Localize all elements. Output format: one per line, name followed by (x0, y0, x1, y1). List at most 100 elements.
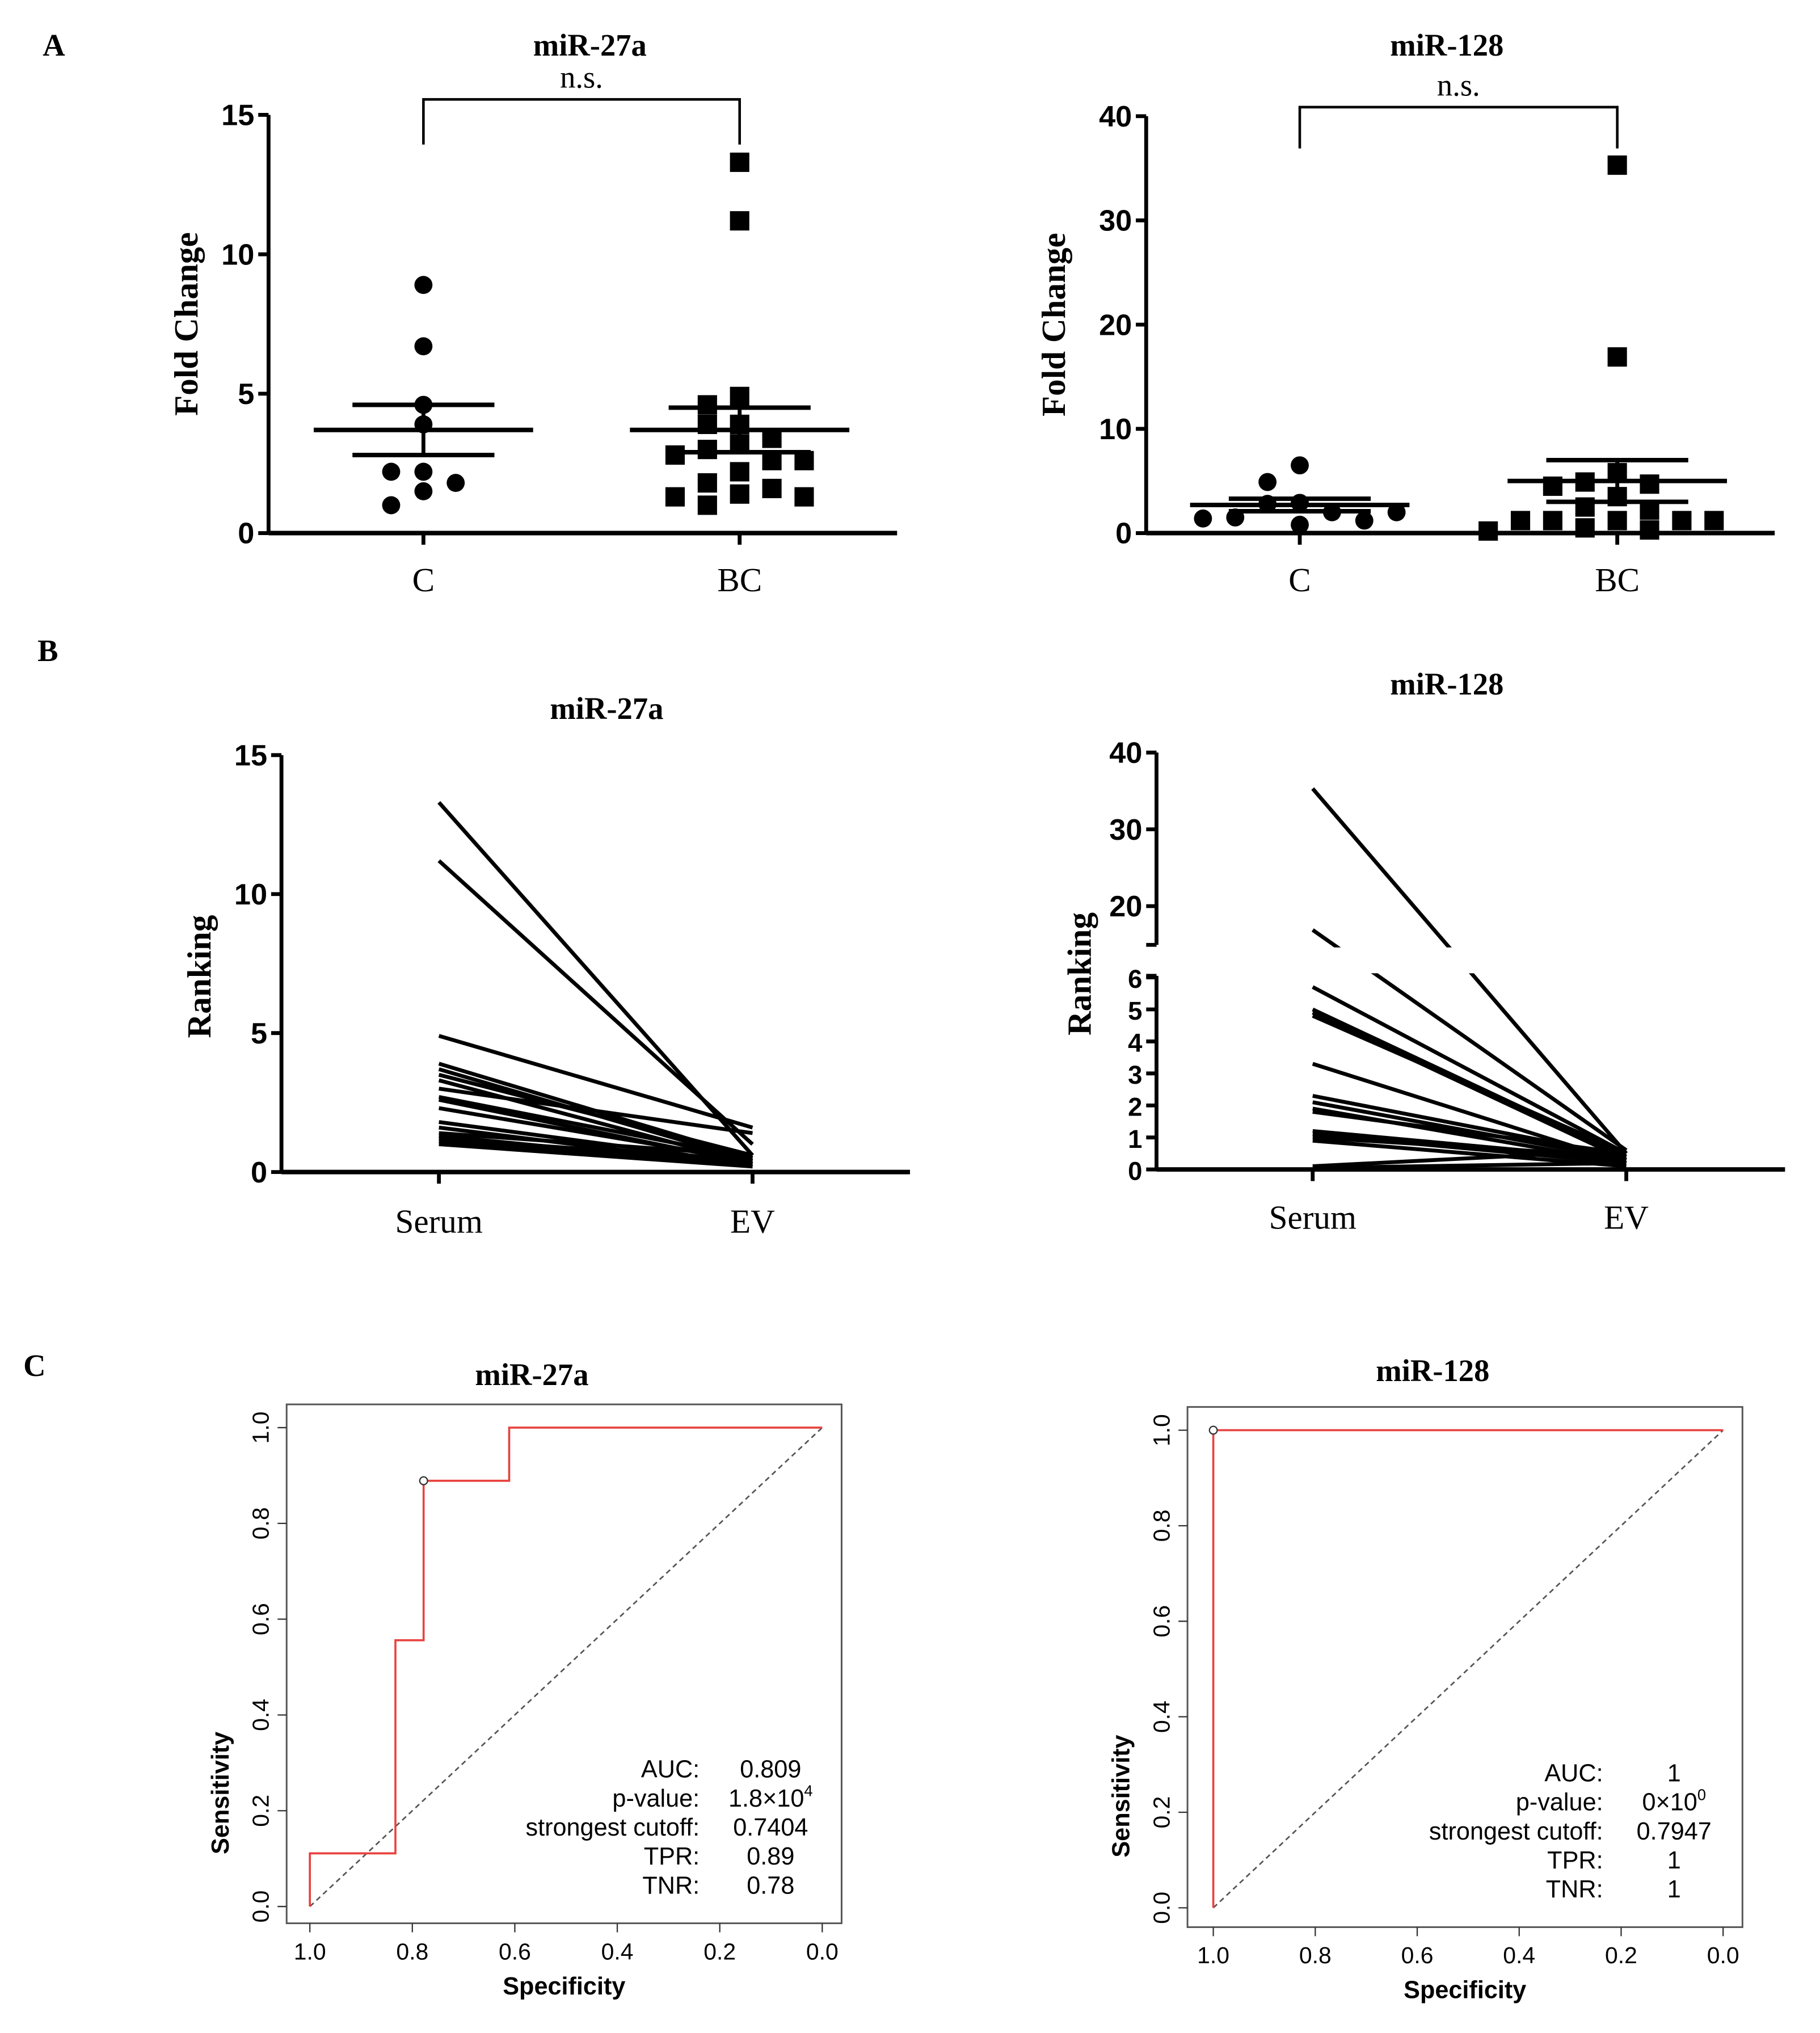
stat-value-text: 0.809 (740, 1756, 801, 1783)
y-axis-label: Sensitivity (207, 1732, 234, 1854)
x-tick-label: 1.0 (294, 1938, 326, 1964)
stat-value-text: 0.78 (747, 1872, 794, 1899)
data-point-bc (1510, 511, 1531, 531)
x-tick-label: 0.4 (1503, 1942, 1535, 1968)
y-tick-label: 20 (1109, 890, 1142, 923)
paired-line (439, 1137, 753, 1163)
y-tick-label: 10 (221, 238, 254, 271)
data-point-bc (665, 445, 685, 465)
y-tick-label: 0.2 (1148, 1796, 1174, 1829)
y-tick-label: 30 (1099, 205, 1132, 238)
x-tick-label: 0.4 (601, 1938, 634, 1964)
data-point-c (1194, 509, 1212, 528)
stat-label: p-value: (1516, 1789, 1603, 1816)
data-point-c (382, 496, 401, 515)
stat-value-text: 0×10 (1642, 1789, 1697, 1816)
data-point-bc (730, 462, 749, 482)
plot-frame (285, 1403, 842, 1925)
y-tick-label: 2 (1128, 1092, 1142, 1121)
stat-value: 1 (1667, 1876, 1681, 1903)
x-tick-label: 1.0 (1197, 1942, 1229, 1968)
stat-value-text: 1.8×10 (728, 1785, 804, 1812)
chart-title: miR-128 (1376, 1353, 1489, 1388)
category-label: C (412, 561, 435, 599)
stat-value: 1 (1667, 1847, 1681, 1874)
data-point-bc (730, 152, 749, 172)
x-tick-label: 0.0 (1707, 1942, 1739, 1968)
paired-line (439, 1131, 753, 1157)
y-tick-label: 30 (1109, 814, 1142, 847)
y-tick-label: 0.0 (1148, 1892, 1174, 1924)
x-axis-label: Specificity (503, 1973, 625, 2000)
stat-value: 0.7947 (1637, 1818, 1712, 1845)
data-point-bc (1672, 511, 1692, 531)
stat-value: 0×100 (1642, 1786, 1706, 1816)
paired-line (438, 1034, 753, 1130)
chart-title: miR-128 (1390, 28, 1503, 62)
y-tick-label: 10 (1099, 413, 1132, 446)
data-point-c (1291, 515, 1309, 534)
stat-value-text: 0.7947 (1637, 1818, 1712, 1845)
y-tick-label: 5 (251, 1017, 267, 1050)
x-tick-label: 0.6 (499, 1938, 531, 1964)
stat-label: AUC: (1544, 1760, 1603, 1787)
paired-line (439, 1095, 753, 1160)
chart-c-mir-128: miR-128 1.0 0.8 0.6 0.4 0.2 0.0 0.0 0.2 0.4 0.6 0.8… (1108, 1353, 1743, 2004)
y-axis-label: Ranking (1060, 912, 1098, 1036)
data-point-bc (1575, 518, 1595, 538)
y-tick-label: 15 (234, 739, 267, 772)
y-tick-label: 5 (1128, 996, 1142, 1025)
stat-value-text: 0.7404 (733, 1814, 808, 1841)
y-tick-label: 0 (1115, 517, 1132, 550)
chart-title: miR-27a (533, 28, 647, 62)
category-label: C (1288, 561, 1311, 599)
plot-frame (1186, 1406, 1743, 1928)
chart-title: miR-27a (550, 691, 663, 726)
y-tick-label: 0.0 (247, 1891, 273, 1923)
paired-line (1312, 1148, 1627, 1168)
stat-label: AUC: (641, 1756, 700, 1783)
chart-a-mir-27a: miR-27a 0 5 10 15 C BC Fold Change n.s. (167, 28, 898, 599)
y-tick-label: 0.6 (247, 1603, 273, 1635)
data-point-bc (697, 495, 717, 515)
y-tick-label: 0.8 (247, 1507, 273, 1539)
chart-title: miR-27a (475, 1357, 588, 1392)
y-tick-label: 3 (1128, 1060, 1142, 1089)
paired-line (1312, 1110, 1627, 1156)
significance-label: n.s. (560, 60, 603, 95)
data-point-bc (1478, 521, 1498, 541)
y-axis-label: Fold Change (167, 232, 205, 416)
y-tick-label: 0 (251, 1156, 267, 1189)
data-point-bc (665, 487, 685, 507)
y-tick-label: 5 (238, 378, 254, 411)
significance-label: n.s. (1437, 68, 1480, 102)
y-tick-label: 15 (221, 99, 254, 132)
data-point-bc (697, 440, 717, 460)
data-point-c (1258, 473, 1277, 491)
stat-value: 0.809 (740, 1756, 801, 1783)
stat-value: 1.8×104 (728, 1782, 813, 1812)
data-point-c (382, 462, 401, 481)
chart-b-mir-128: miR-128 01 2 34 56 20 30 40 Serum EV Ranking (1060, 667, 1789, 1236)
data-point-c (1355, 511, 1374, 530)
x-axis-label: Specificity (1404, 1977, 1526, 2004)
data-point-bc (1607, 347, 1627, 367)
y-tick-label: 1 (1128, 1125, 1142, 1154)
cutoff-point-marker (419, 1476, 428, 1485)
category-label: BC (717, 561, 762, 599)
roc-curve (309, 1426, 823, 1907)
panel-label-b: B (37, 633, 58, 668)
data-point-c (1387, 503, 1406, 521)
paired-line (1312, 985, 1628, 1155)
y-tick-label: 40 (1099, 100, 1132, 133)
stat-value: 1 (1667, 1760, 1681, 1787)
stat-label: p-value: (612, 1785, 700, 1812)
stat-label: strongest cutoff: (1429, 1818, 1603, 1845)
stat-label: TPR: (1547, 1847, 1603, 1874)
panel-label-a: A (43, 28, 65, 62)
y-tick-label: 1.0 (1148, 1414, 1174, 1446)
x-tick-label: 0.6 (1401, 1942, 1434, 1968)
data-point-bc (1640, 520, 1659, 540)
axis-break-gap (1160, 947, 1789, 974)
